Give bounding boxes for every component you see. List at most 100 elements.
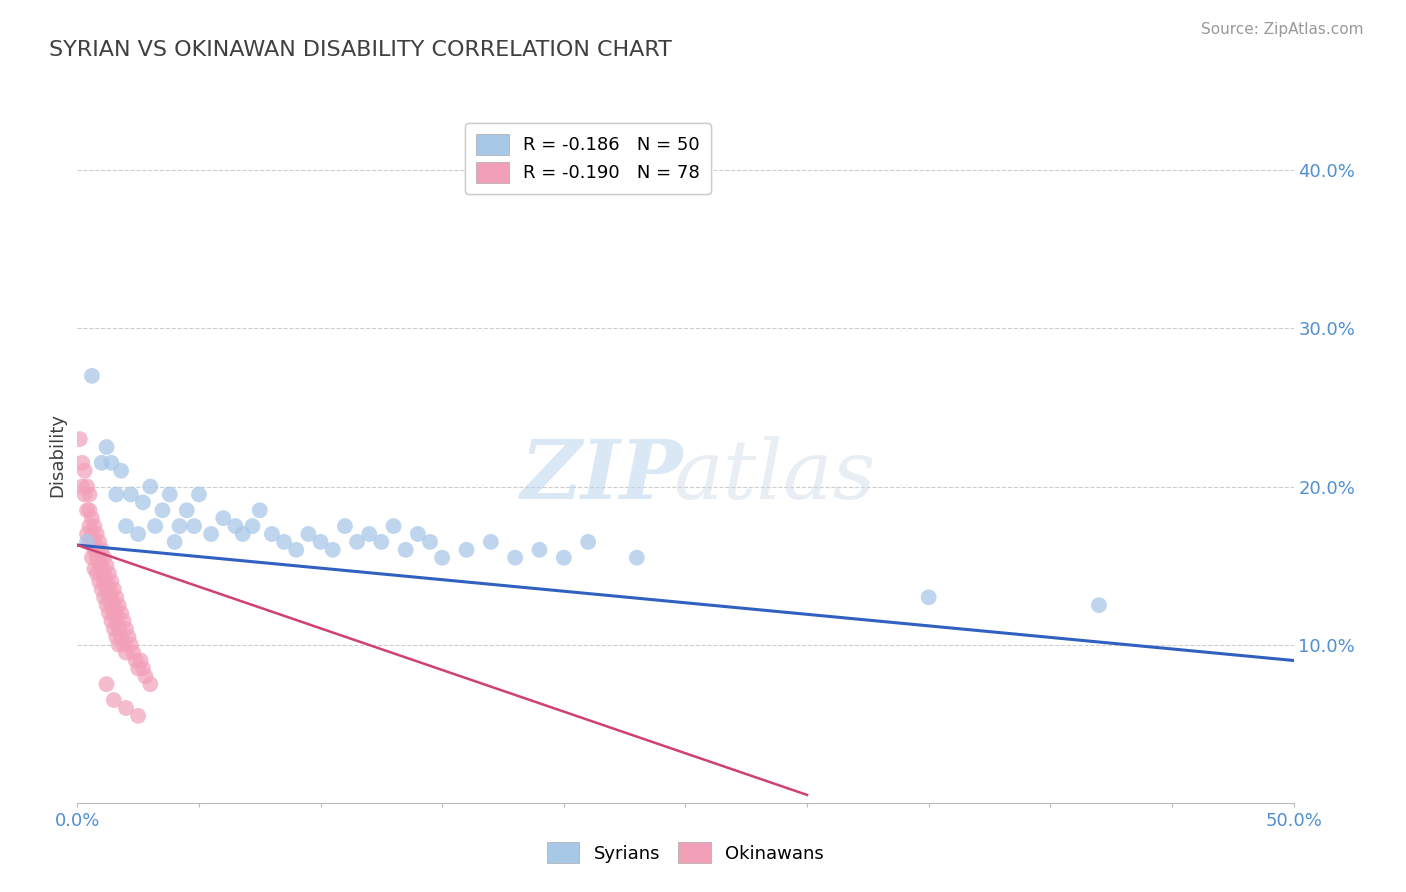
Point [105,614,128,628]
Point [83,534,105,549]
Point [103,693,125,707]
Point [90,456,112,470]
Point [80,527,103,541]
Point [430,550,453,565]
Point [419,534,441,549]
Point [96,598,118,612]
Point [120,487,142,501]
Point [105,630,128,644]
Point [242,519,264,533]
Point [249,503,271,517]
Point [115,701,138,715]
Point [132,661,155,675]
Point [73,487,96,501]
Point [83,542,105,557]
Point [169,519,191,533]
Point [107,622,129,636]
Point [83,519,105,533]
Legend: Syrians, Okinawans: Syrians, Okinawans [540,835,831,871]
Point [80,534,103,549]
Point [76,503,98,517]
Point [576,534,599,549]
Point [86,542,108,557]
Point [127,661,149,675]
Point [80,550,103,565]
Point [79,519,101,533]
Point [139,677,162,691]
Point [105,606,128,620]
Point [97,566,120,581]
Y-axis label: Disability: Disability [48,413,66,497]
Point [96,574,118,589]
Point [125,653,148,667]
Point [107,638,129,652]
Text: atlas: atlas [673,436,876,516]
Point [86,550,108,565]
Point [89,550,111,565]
Point [86,527,108,541]
Point [370,534,392,549]
Point [93,550,115,565]
Point [100,598,122,612]
Point [105,487,128,501]
Point [117,630,139,644]
Text: SYRIAN VS OKINAWAN DISABILITY CORRELATION CHART: SYRIAN VS OKINAWAN DISABILITY CORRELATIO… [49,40,672,60]
Point [86,566,108,581]
Point [115,519,138,533]
Point [69,432,91,446]
Point [359,527,381,541]
Point [273,534,295,549]
Point [152,503,174,517]
Point [322,542,344,557]
Point [100,574,122,589]
Point [163,534,186,549]
Point [96,677,118,691]
Point [110,630,132,644]
Point [134,669,156,683]
Point [200,527,222,541]
Point [232,527,254,541]
Point [89,534,111,549]
Point [129,653,152,667]
Point [110,606,132,620]
Point [97,606,120,620]
Point [90,542,112,557]
Point [103,606,125,620]
Point [93,591,115,605]
Point [159,487,181,501]
Point [93,574,115,589]
Point [143,519,166,533]
Point [503,550,526,565]
Point [122,646,145,660]
Point [529,542,551,557]
Point [73,464,96,478]
Point [479,534,502,549]
Point [456,542,478,557]
Point [346,534,368,549]
Point [79,534,101,549]
Point [89,574,111,589]
Point [80,511,103,525]
Point [76,527,98,541]
Point [132,495,155,509]
Point [285,542,308,557]
Point [406,527,429,541]
Point [110,464,132,478]
Point [260,527,283,541]
Point [90,582,112,597]
Point [96,582,118,597]
Point [382,519,405,533]
Point [120,638,142,652]
Point [97,591,120,605]
Point [80,368,103,383]
Point [100,614,122,628]
Point [626,550,648,565]
Point [139,479,162,493]
Point [70,479,93,493]
Point [224,519,246,533]
Point [79,503,101,517]
Point [183,519,205,533]
Point [395,542,418,557]
Point [188,487,211,501]
Point [97,582,120,597]
